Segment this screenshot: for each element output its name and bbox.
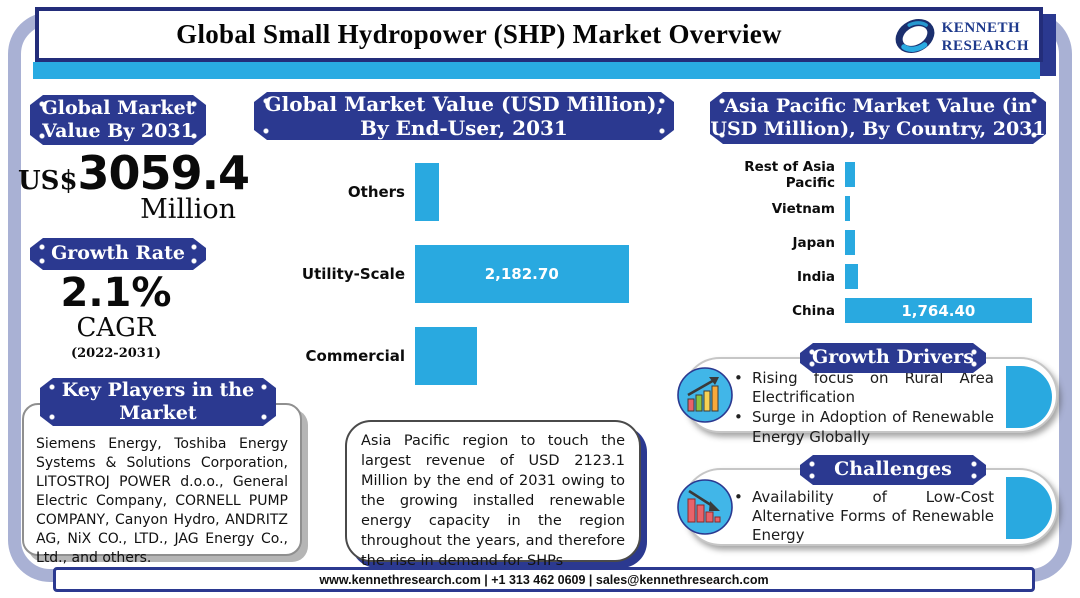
chart-row: China 1,764.40 bbox=[700, 298, 1050, 323]
category-label: Rest of Asia Pacific bbox=[744, 158, 835, 191]
bar-china: 1,764.40 bbox=[845, 298, 1032, 323]
bar-track bbox=[845, 162, 1045, 187]
bar-value-label: 1,764.40 bbox=[901, 301, 976, 320]
bar-india bbox=[845, 264, 859, 289]
bullet-text: Rising focus on Rural Area Electrificati… bbox=[752, 369, 994, 407]
key-players-text: Siemens Energy, Toshiba Energy Systems &… bbox=[36, 436, 288, 567]
bullet-marker: • bbox=[734, 369, 743, 387]
badge-challenges: Challenges bbox=[800, 455, 986, 485]
category-label: Others bbox=[347, 183, 405, 201]
bar-commercial bbox=[415, 327, 477, 385]
bar-vietnam bbox=[845, 196, 850, 221]
chart-row: Rest of Asia Pacific bbox=[700, 159, 1050, 191]
bar-track: 2,182.70 bbox=[415, 245, 640, 303]
badge-growth-drivers: Growth Drivers bbox=[800, 343, 986, 373]
bar-track bbox=[415, 163, 640, 221]
logo-swirl-icon bbox=[893, 14, 937, 62]
category-label: Japan bbox=[792, 234, 835, 251]
cagr-period: (2022-2031) bbox=[70, 345, 162, 361]
key-players-box: Siemens Energy, Toshiba Energy Systems &… bbox=[22, 403, 302, 566]
page-title: Global Small Hydropower (SHP) Market Ove… bbox=[176, 19, 782, 49]
bar-value-label: 2,182.70 bbox=[484, 265, 559, 283]
chart-row: Utility-Scale 2,182.70 bbox=[290, 245, 642, 303]
chart-row: Vietnam bbox=[700, 196, 1050, 221]
category-label: India bbox=[796, 268, 835, 285]
logo-line2: RESEARCH bbox=[941, 38, 1029, 54]
category-label: Vietnam bbox=[771, 200, 835, 217]
bullet-text: Surge in Adoption of Renewable Energy Gl… bbox=[752, 408, 994, 446]
logo-line1: KENNETH bbox=[941, 20, 1021, 37]
market-value-number: 3059.4 bbox=[77, 146, 251, 200]
bullet-marker: • bbox=[734, 408, 743, 427]
bullet-text: Availability of Low-Cost Alternative For… bbox=[752, 488, 994, 545]
bar-chart-up-icon bbox=[676, 366, 734, 424]
growth-rate-block: 2.1% CAGR (2022-2031) bbox=[20, 272, 212, 361]
bullet-item: • Surge in Adoption of Renewable Energy G… bbox=[734, 408, 994, 446]
badge-growth-rate: Growth Rate bbox=[30, 238, 206, 270]
chart-row: Japan bbox=[700, 230, 1050, 255]
bullet-item: • Rising focus on Rural Area Electrificat… bbox=[734, 369, 994, 407]
market-value-block: US$ 3059.4 Million bbox=[18, 150, 258, 225]
bar-japan bbox=[845, 230, 856, 255]
bar-others bbox=[415, 163, 440, 221]
blue-half-disc bbox=[1006, 477, 1052, 539]
currency-prefix: US$ bbox=[18, 166, 78, 196]
kenneth-research-logo: KENNETH RESEARCH bbox=[893, 14, 1029, 62]
challenges-list: • Availability of Low-Cost Alternative Fo… bbox=[734, 488, 994, 547]
chart-row: Others bbox=[290, 163, 642, 221]
cagr-value: 2.1% bbox=[60, 270, 172, 316]
bar-track bbox=[845, 196, 1045, 221]
growth-drivers-list: • Rising focus on Rural Area Electrificat… bbox=[734, 369, 994, 448]
bar-chart-down-icon bbox=[676, 478, 734, 536]
end-user-bar-chart: Others Utility-Scale 2,182.70 Commercial bbox=[290, 163, 642, 409]
bar-rest-of-asia-pacific bbox=[845, 162, 856, 187]
blue-half-disc bbox=[1006, 366, 1052, 428]
badge-global-market-value: Global Market Value By 2031 bbox=[30, 95, 206, 145]
logo-text: KENNETH RESEARCH bbox=[942, 20, 1029, 55]
asia-pacific-bar-chart: Rest of Asia Pacific Vietnam Japan India Chi… bbox=[700, 159, 1050, 332]
bullet-item: • Availability of Low-Cost Alternative Fo… bbox=[734, 488, 994, 546]
growth-drivers-panel: • Rising focus on Rural Area Electrificat… bbox=[682, 357, 1058, 446]
chart-row: Commercial bbox=[290, 327, 642, 385]
insight-note-text: Asia Pacific region to touch the largest… bbox=[361, 433, 625, 569]
cagr-label: CAGR bbox=[76, 313, 156, 343]
bar-track bbox=[415, 327, 640, 385]
footer-contact-text: www.kennethresearch.com | +1 313 462 060… bbox=[319, 572, 769, 587]
bar-track bbox=[845, 230, 1045, 255]
market-value-unit: Million bbox=[140, 194, 236, 225]
category-label: Utility-Scale bbox=[301, 265, 405, 283]
header: Global Small Hydropower (SHP) Market Ove… bbox=[35, 7, 1043, 62]
bar-track bbox=[845, 264, 1045, 289]
badge-asia-pacific-chart-title: Asia Pacific Market Value (in USD Millio… bbox=[710, 92, 1046, 144]
category-label: China bbox=[792, 302, 835, 319]
footer-bar: www.kennethresearch.com | +1 313 462 060… bbox=[53, 567, 1035, 592]
bar-utility-scale: 2,182.70 bbox=[415, 245, 629, 303]
category-label: Commercial bbox=[305, 347, 405, 365]
badge-key-players: Key Players in the Market bbox=[40, 378, 276, 426]
header-shadow bbox=[1040, 14, 1056, 76]
chart-row: India bbox=[700, 264, 1050, 289]
header-accent-strip bbox=[33, 62, 1040, 79]
insight-note-box: Asia Pacific region to touch the largest… bbox=[345, 420, 641, 569]
bar-track: 1,764.40 bbox=[845, 298, 1045, 323]
badge-end-user-chart-title: Global Market Value (USD Million), By En… bbox=[254, 92, 674, 140]
bullet-marker: • bbox=[734, 488, 743, 506]
